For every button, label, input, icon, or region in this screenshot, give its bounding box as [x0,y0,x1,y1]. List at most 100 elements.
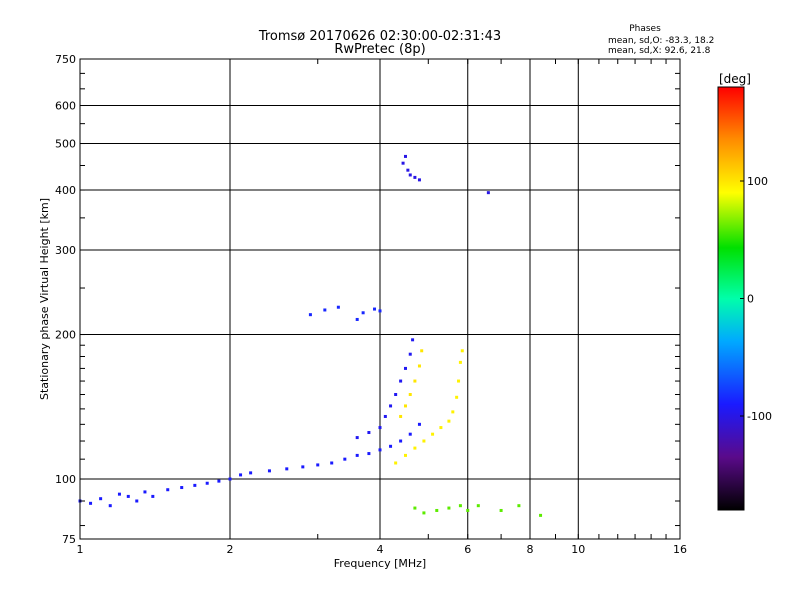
data-point [499,508,503,512]
colorbar-tick-label: -100 [747,410,772,423]
data-point [447,419,451,423]
data-point [355,436,359,440]
data-point [301,465,305,469]
x-tick-label: 6 [464,543,471,556]
x-tick-label: 16 [673,543,687,556]
x-tick-label: 2 [227,543,234,556]
grid [80,59,680,539]
data-point [455,395,459,399]
data-point [417,178,421,182]
data-point [180,486,184,490]
data-point [408,173,412,177]
data-point [378,448,382,452]
data-point [330,461,334,465]
data-point [249,471,253,475]
data-point [408,352,412,356]
data-point [228,477,232,481]
data-point [389,404,393,408]
data-point [466,508,470,512]
chart-subtitle: RwPretec (8p) [334,42,425,57]
data-point [399,439,403,443]
data-point [151,494,155,498]
data-point [447,506,451,510]
data-point [367,431,371,435]
data-point [355,317,359,321]
data-point [108,504,112,508]
data-point [422,439,426,443]
x-tick-label: 10 [571,543,585,556]
data-point [408,393,412,397]
data-point [389,444,393,448]
data-point [413,175,417,179]
data-point [323,308,327,312]
data-point [539,513,543,517]
data-point [99,497,103,501]
data-point [460,349,464,353]
data-point [285,467,289,471]
colorbar-ticks: 100 0 -100 [740,175,772,423]
legend-title: Phases [629,24,661,34]
data-point [373,307,377,311]
data-point [217,479,221,483]
data-point [135,499,139,503]
data-point [117,492,121,496]
data-point [193,483,197,487]
tick-labels: 1 2 4 6 8 10 16 75 100 200 300 400 500 600 750 [55,53,687,556]
data-point [420,349,424,353]
data-point [403,366,407,370]
data-point [422,511,426,515]
data-point [378,309,382,313]
y-tick-label: 750 [55,53,76,66]
data-point [267,469,271,473]
data-points [78,154,543,517]
data-point [343,457,347,461]
data-point [403,154,407,158]
data-point [413,506,417,510]
axis-ticks [79,58,681,539]
data-point [413,446,417,450]
data-point [394,393,398,397]
data-point [316,463,320,467]
data-point [394,461,398,465]
y-tick-label: 400 [55,184,76,197]
data-point [417,364,421,368]
colorbar-tick-label: 0 [747,293,754,306]
y-tick-label: 300 [55,244,76,257]
data-point [367,452,371,456]
data-point [143,490,147,494]
data-point [458,504,462,508]
chart-title: Tromsø 20170626 02:30:00-02:31:43 [258,29,501,44]
x-tick-label: 8 [527,543,534,556]
legend-x-stats: mean, sd,X: 92.6, 21.8 [608,46,711,56]
y-tick-label: 600 [55,100,76,113]
data-point [355,453,359,457]
data-point [401,161,405,165]
legend-o-stats: mean, sd,O: -83.3, 18.2 [608,36,714,46]
data-point [361,311,365,315]
data-point [308,313,312,317]
data-point [486,191,490,195]
data-point [383,414,387,418]
data-point [417,422,421,426]
data-point [457,379,461,383]
colorbar [717,86,745,511]
data-point [435,508,439,512]
y-tick-label: 75 [62,533,76,546]
colorbar-label: [deg] [719,72,751,86]
data-point [166,488,170,492]
data-point [239,473,243,477]
data-point [476,504,480,508]
data-point [403,453,407,457]
data-point [336,305,340,309]
data-point [126,494,130,498]
x-axis-label: Frequency [MHz] [334,557,426,570]
colorbar-tick-label: 100 [747,175,768,188]
data-point [439,426,443,430]
data-point [403,404,407,408]
data-point [413,379,417,383]
data-point [411,338,415,342]
data-point [517,504,521,508]
y-axis-label: Stationary phase Virtual Height [km] [38,198,51,400]
data-point [458,360,462,364]
y-tick-label: 500 [55,138,76,151]
